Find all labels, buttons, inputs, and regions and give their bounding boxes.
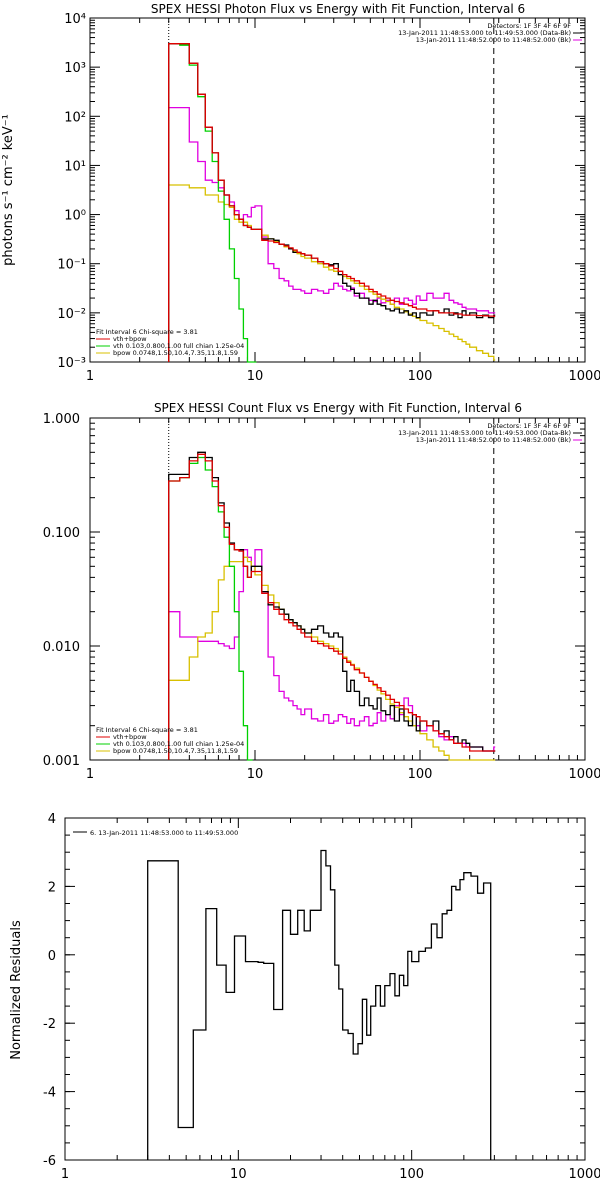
series-data <box>168 451 496 760</box>
y-tick-label: 1.000 <box>43 412 80 427</box>
x-tick-label: 1000 <box>568 369 600 384</box>
legend-top-line: 13-Jan-2011 11:48:53.000 to 11:49:53.000… <box>398 429 571 437</box>
series-data <box>168 43 496 362</box>
x-tick-label: 10 <box>247 369 264 384</box>
y-tick-label: 10⁰ <box>64 209 86 224</box>
count-flux-panel: SPEX HESSI Count Flux vs Energy with Fit… <box>43 401 600 782</box>
y-tick-label: 10³ <box>64 61 86 76</box>
x-tick-label: 1 <box>86 767 94 782</box>
y-tick-label: 0 <box>48 949 56 964</box>
x-tick-label: 100 <box>408 369 433 384</box>
y-tick-label: 10⁻² <box>57 307 86 322</box>
series-bk <box>168 106 496 362</box>
x-tick-label: 1 <box>61 1167 69 1182</box>
y-tick-label: -4 <box>43 1086 56 1101</box>
count-flux-title: SPEX HESSI Count Flux vs Energy with Fit… <box>154 401 522 415</box>
y-tick-label: 10¹ <box>64 159 86 174</box>
series-vth <box>168 43 257 363</box>
legend-residual-line: 6. 13-Jan-2011 11:48:53.000 to 11:49:53.… <box>90 829 238 837</box>
x-tick-label: 1 <box>86 369 94 384</box>
photon-flux-plot-frame <box>89 17 586 363</box>
legend-bottom-line: vth+bpow <box>113 733 147 741</box>
series-bk <box>168 549 496 760</box>
legend-bottom-line: bpow 0.0748,1.50,10.4,7.35,11.8,1.59 <box>113 747 238 755</box>
y-tick-label: 0.100 <box>43 526 80 541</box>
legend-bottom-line: vth+bpow <box>113 335 147 343</box>
residuals-series <box>147 849 492 1160</box>
series-bpow <box>168 184 496 362</box>
legend-top-line: Detectors: 1F 3F 4F 6F 9F <box>487 422 571 430</box>
y-tick-label: 2 <box>48 880 56 895</box>
residuals-panel: 1 10 100 1000 -6 -4 -2 0 2 4 6. 13-Jan-2011 11:48… <box>9 812 600 1182</box>
legend-top-line: 13-Jan-2011 11:48:53.000 to 11:49:53.000… <box>398 29 571 37</box>
x-tick-label: 1000 <box>568 1167 600 1182</box>
series-sum <box>168 453 496 760</box>
legend-bottom-line: vth 0.103,0.800,1.00 full chian 1.25e-04 <box>113 342 244 350</box>
legend-top-line: 13-Jan-2011 11:48:52.000 to 11:48:52.000… <box>416 436 571 444</box>
residuals-y-label: Normalized Residuals <box>9 920 24 1060</box>
legend-bottom-line: Fit Interval 6 Chi-square = 3.81 <box>96 726 198 734</box>
legend-bottom-line: Fit Interval 6 Chi-square = 3.81 <box>96 328 198 336</box>
residuals-legend: 6. 13-Jan-2011 11:48:53.000 to 11:49:53.… <box>73 829 238 837</box>
photon-flux-axes: 1 10 100 1000 10⁻³ 10⁻² 10⁻¹ 10⁰ 10¹ 10² 10³ 10⁴ <box>57 12 600 384</box>
photon-flux-panel: SPEX HESSI Photon Flux vs Energy with Fi… <box>1 2 600 384</box>
residuals-plot-frame <box>64 817 586 1161</box>
x-tick-label: 100 <box>408 767 433 782</box>
x-tick-label: 100 <box>399 1167 424 1182</box>
photon-flux-series <box>168 43 496 363</box>
legend-top-line: 13-Jan-2011 11:48:52.000 to 11:48:52.000… <box>416 36 571 44</box>
y-tick-label: 0.010 <box>43 640 80 655</box>
x-tick-label: 10 <box>230 1167 247 1182</box>
legend-bottom-line: bpow 0.0748,1.50,10.4,7.35,11.8,1.59 <box>113 349 238 357</box>
y-tick-label: 10⁻¹ <box>57 258 86 273</box>
y-tick-label: -6 <box>43 1154 56 1169</box>
y-tick-label: -2 <box>43 1017 56 1032</box>
y-tick-label: 4 <box>48 812 56 827</box>
series-vth <box>168 456 253 761</box>
x-tick-label: 1000 <box>568 767 600 782</box>
y-tick-label: 10⁻³ <box>57 356 86 371</box>
legend-bottom-line: vth 0.103,0.800,1.00 full chian 1.25e-04 <box>113 740 244 748</box>
count-flux-plot-frame <box>89 417 586 761</box>
residuals-axes: 1 10 100 1000 -6 -4 -2 0 2 4 <box>43 812 600 1182</box>
x-tick-label: 10 <box>247 767 264 782</box>
y-tick-label: 0.001 <box>43 754 80 769</box>
series-sum <box>168 43 496 362</box>
y-tick-label: 10² <box>64 110 86 125</box>
legend-top-line: Detectors: 1F 3F 4F 6F 9F <box>487 22 571 30</box>
series-data <box>147 849 492 1160</box>
count-flux-series <box>168 451 496 761</box>
y-tick-label: 10⁴ <box>64 12 86 27</box>
photon-flux-y-label: photons s⁻¹ cm⁻² keV⁻¹ <box>1 114 16 266</box>
photon-flux-title: SPEX HESSI Photon Flux vs Energy with Fi… <box>151 2 525 16</box>
series-bpow <box>168 556 496 761</box>
